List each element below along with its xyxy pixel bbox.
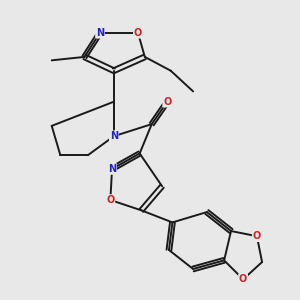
Text: O: O <box>106 195 115 205</box>
Text: O: O <box>253 231 261 241</box>
Text: O: O <box>134 28 142 38</box>
Text: N: N <box>96 28 104 38</box>
Text: O: O <box>239 274 247 284</box>
Text: N: N <box>108 164 116 174</box>
Text: O: O <box>163 97 171 107</box>
Text: N: N <box>110 131 118 141</box>
